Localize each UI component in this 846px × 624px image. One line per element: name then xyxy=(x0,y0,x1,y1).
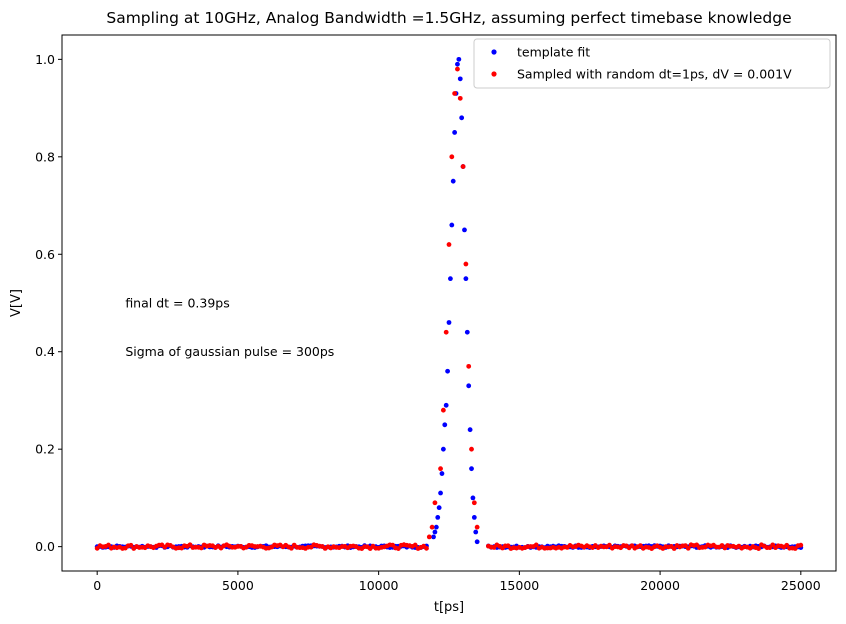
data-point xyxy=(449,154,455,160)
data-point xyxy=(455,61,460,67)
data-point xyxy=(432,529,438,535)
data-point xyxy=(462,227,467,233)
baseline-point xyxy=(533,542,539,548)
x-tick-label: 10000 xyxy=(359,578,399,593)
x-tick-label: 20000 xyxy=(640,578,680,593)
series-sampled xyxy=(426,66,480,540)
data-point xyxy=(443,329,449,335)
baseline-points-layer xyxy=(94,542,804,551)
data-point xyxy=(469,446,474,452)
data-point xyxy=(471,500,477,506)
baseline-point xyxy=(671,546,677,551)
data-point xyxy=(474,524,480,530)
y-tick-label: 0.8 xyxy=(35,149,55,164)
annotation-text: final dt = 0.39ps xyxy=(125,296,229,311)
data-point xyxy=(442,422,448,428)
baseline-point xyxy=(412,542,418,548)
data-point xyxy=(446,242,452,247)
data-point xyxy=(463,261,469,267)
y-tick-label: 0.6 xyxy=(35,247,55,262)
y-tick-label: 0.0 xyxy=(35,539,55,554)
data-point xyxy=(432,500,438,506)
legend: template fit Sampled with random dt=1ps,… xyxy=(473,38,831,89)
y-tick-label: 1.0 xyxy=(35,52,55,67)
y-tick-label: 0.4 xyxy=(35,344,55,359)
baseline-point xyxy=(395,546,401,551)
data-point xyxy=(464,329,470,335)
data-point xyxy=(455,66,460,72)
x-tick-label: 15000 xyxy=(499,578,539,593)
data-point xyxy=(435,515,441,520)
series-template-fit xyxy=(431,56,480,545)
legend-box xyxy=(473,38,831,89)
data-point xyxy=(431,534,436,540)
data-point xyxy=(438,466,443,472)
baseline-point xyxy=(128,542,134,548)
data-point xyxy=(467,427,473,433)
baseline-point xyxy=(685,545,691,551)
y-axis-ticks: 0.0 0.2 0.4 0.6 0.8 1.0 xyxy=(35,52,62,554)
baseline-point xyxy=(106,542,111,548)
baseline-point xyxy=(424,545,429,551)
x-tick-label: 0 xyxy=(93,578,101,593)
data-point xyxy=(459,115,465,121)
data-point xyxy=(466,363,472,369)
data-point xyxy=(446,320,452,325)
x-tick-label: 25000 xyxy=(781,578,821,593)
data-point xyxy=(452,91,458,96)
data-point xyxy=(449,222,455,228)
data-point xyxy=(456,56,462,62)
data-point xyxy=(473,529,479,535)
series-layer xyxy=(426,56,480,545)
data-point xyxy=(433,524,439,530)
legend-marker-sampled xyxy=(491,71,497,77)
legend-label-template-fit: template fit xyxy=(517,45,590,60)
plot-area-frame xyxy=(61,34,837,572)
data-point xyxy=(438,490,443,496)
annotations: final dt = 0.39ps Sigma of gaussian pulse… xyxy=(125,296,334,360)
x-tick-label: 5000 xyxy=(222,578,254,593)
data-point xyxy=(469,466,474,472)
legend-label-sampled: Sampled with random dt=1ps, dV = 0.001V xyxy=(517,67,792,82)
data-point xyxy=(463,276,469,282)
data-point xyxy=(448,276,453,282)
chart-title: Sampling at 10GHz, Analog Bandwidth =1.5… xyxy=(106,9,791,27)
data-point xyxy=(429,524,435,530)
data-point xyxy=(457,76,463,82)
data-point xyxy=(457,95,463,101)
data-point xyxy=(466,383,472,389)
data-point xyxy=(471,515,477,520)
baseline-point xyxy=(756,546,761,551)
data-point xyxy=(439,471,445,476)
data-point xyxy=(426,534,432,540)
y-axis-label: V[V] xyxy=(9,289,24,317)
data-point xyxy=(445,368,450,374)
data-point xyxy=(440,446,446,452)
data-point xyxy=(443,402,449,408)
legend-marker-template-fit xyxy=(491,49,497,55)
baseline-point xyxy=(288,545,294,551)
data-point xyxy=(474,539,480,545)
x-axis-label: t[ps] xyxy=(434,600,464,615)
annotation-text: Sigma of gaussian pulse = 300ps xyxy=(125,344,334,359)
x-axis-ticks: 0 5000 10000 15000 20000 25000 xyxy=(93,571,821,593)
data-point xyxy=(436,505,442,511)
data-point xyxy=(460,164,466,169)
data-point xyxy=(470,495,476,501)
baseline-point xyxy=(798,542,804,548)
data-point xyxy=(440,407,446,413)
data-point xyxy=(450,178,456,184)
data-point xyxy=(452,130,458,135)
y-tick-label: 0.2 xyxy=(35,442,55,457)
